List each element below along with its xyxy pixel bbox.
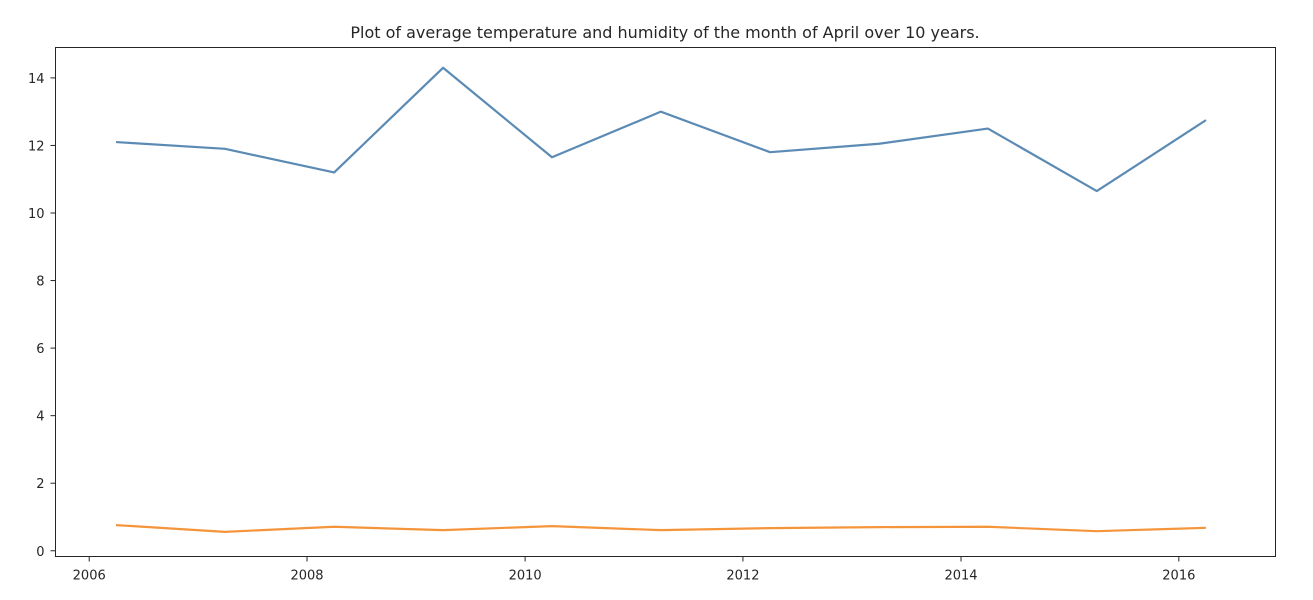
- x-tick-label-2008: 2008: [290, 569, 323, 584]
- y-tick-label-6: 6: [36, 342, 44, 357]
- y-tick-label-0: 0: [36, 545, 44, 560]
- axes-frame: [55, 47, 1276, 557]
- chart-title: Plot of average temperature and humidity…: [350, 23, 979, 42]
- x-tick-label-2014: 2014: [944, 569, 977, 584]
- series-line-2: [116, 523, 1207, 533]
- plot-area: [116, 66, 1207, 533]
- y-tick-label-2: 2: [36, 477, 44, 492]
- y-tick-label-4: 4: [36, 410, 44, 425]
- y-tick-label-14: 14: [28, 72, 45, 87]
- x-tick-label-2006: 2006: [73, 569, 106, 584]
- series-line-1: [116, 66, 1207, 193]
- y-tick-label-10: 10: [28, 207, 45, 222]
- y-tick-label-12: 12: [28, 139, 45, 154]
- y-tick-label-8: 8: [36, 275, 44, 290]
- x-tick-label-2012: 2012: [726, 569, 759, 584]
- y-axis: 0 2 4 6 8 10 12 14: [28, 72, 56, 560]
- x-tick-label-2016: 2016: [1162, 569, 1195, 584]
- x-tick-label-2010: 2010: [509, 569, 542, 584]
- x-axis: 2006 2008 2010 2012 2014 2016: [73, 556, 1195, 584]
